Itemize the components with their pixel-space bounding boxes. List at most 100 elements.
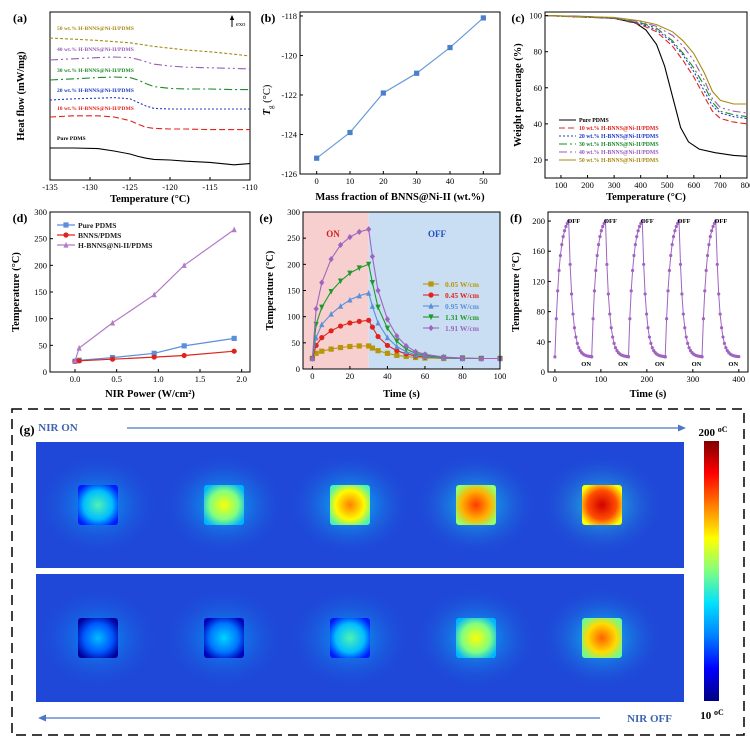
- y-tick-label: 60: [534, 83, 543, 93]
- panel-label: (d): [13, 211, 28, 225]
- data-point: [328, 256, 334, 263]
- data-point: [328, 310, 334, 317]
- y-tick-label: 160: [532, 246, 545, 256]
- data-point: [635, 235, 639, 239]
- x-tick-label: 600: [687, 180, 700, 190]
- x-tick-label: 40: [446, 176, 455, 186]
- legend-marker: [428, 324, 434, 332]
- nir-off-arrowhead: [38, 714, 46, 722]
- legend-label: Pure PDMS: [579, 118, 609, 124]
- data-point: [667, 268, 671, 273]
- x-tick-label: 400: [732, 374, 745, 384]
- data-point: [737, 355, 741, 359]
- data-point: [347, 320, 353, 326]
- data-point: [151, 354, 157, 360]
- x-axis-label: Temperature (°C): [606, 192, 686, 203]
- x-tick-label: 0: [553, 374, 557, 384]
- data-point: [384, 325, 391, 332]
- on-label: ON: [728, 361, 738, 368]
- data-point: [564, 224, 568, 229]
- data-point: [356, 292, 362, 299]
- x-tick-label: 2.0: [236, 374, 247, 384]
- data-point: [568, 262, 572, 267]
- data-point: [319, 279, 325, 286]
- data-point: [412, 348, 419, 355]
- data-point: [231, 226, 237, 233]
- exo-label: exo: [236, 21, 245, 28]
- data-point: [366, 317, 372, 323]
- data-point: [718, 312, 722, 316]
- x-tick-label: 60: [421, 371, 430, 381]
- x-tick-label: 0.5: [111, 374, 122, 384]
- off-label: OFF: [567, 218, 580, 225]
- y-tick-label: -126: [281, 169, 297, 179]
- cycle-line: [554, 219, 592, 358]
- data-point: [686, 341, 690, 345]
- y-tick-label: 250: [287, 233, 300, 243]
- legend-marker: [428, 314, 434, 321]
- data-point: [710, 229, 714, 233]
- data-point: [630, 268, 635, 273]
- x-axis-label: NIR Power (W/cm²): [105, 389, 195, 400]
- data-point: [369, 345, 376, 351]
- data-point: [700, 355, 704, 359]
- data-point: [574, 335, 578, 339]
- data-point: [687, 346, 691, 350]
- off-label: OFF: [641, 218, 654, 225]
- legend-label: 0.45 W/cm: [445, 291, 480, 300]
- data-point: [633, 242, 637, 247]
- data-point: [673, 229, 677, 233]
- data-point: [369, 324, 376, 330]
- x-tick-label: -120: [162, 182, 178, 192]
- series-line: [49, 76, 250, 91]
- on-label: ON: [618, 361, 628, 368]
- data-point: [394, 343, 400, 350]
- data-point: [644, 312, 649, 316]
- data-point: [629, 289, 633, 293]
- x-axis-label: Time (s): [383, 389, 420, 400]
- off-row-sample-square: [204, 618, 244, 658]
- series-line: [316, 17, 484, 159]
- data-point: [181, 262, 187, 268]
- x-tick-label: -110: [242, 182, 257, 192]
- data-point: [575, 341, 579, 345]
- data-point: [683, 326, 687, 330]
- data-point: [76, 344, 82, 351]
- data-point: [394, 332, 400, 340]
- data-point: [703, 289, 707, 293]
- data-point: [595, 253, 599, 258]
- legend-label: BNNS/PDMS: [78, 231, 121, 240]
- data-point: [231, 348, 237, 354]
- data-point: [369, 280, 376, 286]
- data-point: [567, 219, 571, 223]
- x-tick-label: 1.0: [153, 374, 164, 384]
- x-tick-label: 50: [479, 176, 488, 186]
- y-tick-label: 0: [296, 364, 300, 374]
- data-point: [109, 319, 116, 326]
- x-tick-label: -130: [82, 182, 98, 192]
- data-point: [319, 348, 325, 354]
- y-tick-label: 120: [532, 276, 545, 286]
- panel-a: Pure PDMS 10 wt.% H-BNNS@Ni-II/PDMS 20 wt.…: [13, 11, 258, 205]
- legend-label: 0.05 W/cm: [445, 280, 480, 289]
- data-point: [717, 292, 721, 296]
- data-point: [231, 335, 237, 341]
- on-row-sample-square: [582, 485, 622, 525]
- legend-marker: [63, 222, 69, 228]
- x-axis-label: Temperature (°C): [110, 194, 190, 205]
- data-point: [394, 348, 400, 354]
- colorbar-min-label: 10 oC: [700, 708, 724, 722]
- data-point: [599, 229, 603, 233]
- legend-marker: [63, 241, 69, 248]
- off-label: OFF: [678, 218, 691, 225]
- series-label: 10 wt.% H-BNNS@Ni-II/PDMS: [57, 106, 134, 112]
- data-point: [151, 350, 157, 356]
- panel-b: 0 10 20 30 40 50 -126 -124 -122 -120 -118 Mass frac…: [261, 11, 501, 203]
- off-label: OFF: [428, 229, 446, 239]
- data-point: [605, 262, 609, 267]
- data-point: [313, 305, 319, 312]
- data-point: [701, 317, 706, 321]
- x-axis-label: Time (s): [630, 389, 667, 400]
- data-point: [366, 226, 372, 233]
